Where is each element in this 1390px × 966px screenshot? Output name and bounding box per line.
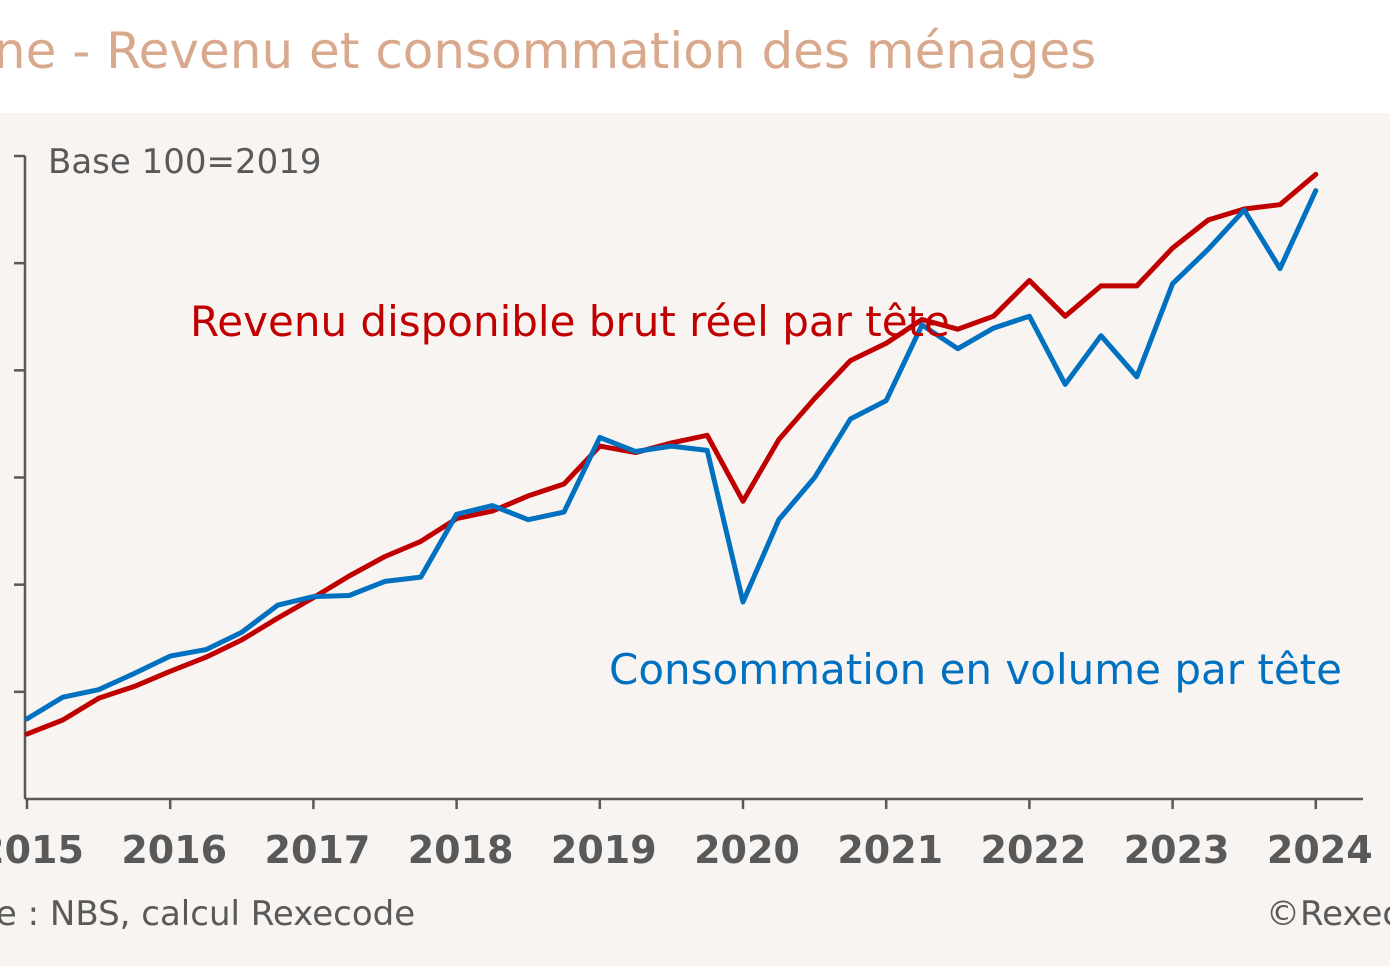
series-label-consommation: Consommation en volume par tête bbox=[609, 645, 1342, 694]
series-lines bbox=[24, 171, 1319, 737]
x-tick-label-2024: 2024 bbox=[1267, 828, 1373, 872]
x-tick-label-2022: 2022 bbox=[981, 828, 1087, 872]
x-tick-label-2015: 2015 bbox=[0, 828, 84, 872]
base-annotation: Base 100=2019 bbox=[48, 142, 322, 182]
x-tick-label-2018: 2018 bbox=[408, 828, 514, 872]
x-tick-label-2020: 2020 bbox=[694, 828, 800, 872]
plot-background bbox=[0, 113, 1390, 966]
x-tick-label-2016: 2016 bbox=[121, 828, 227, 872]
x-tick-label-2021: 2021 bbox=[837, 828, 943, 872]
x-tick-label-2019: 2019 bbox=[551, 828, 657, 872]
series-line-revenu bbox=[24, 171, 1319, 737]
series-line-consommation bbox=[24, 188, 1319, 722]
series-label-revenu: Revenu disponible brut réel par tête bbox=[190, 297, 950, 346]
x-tick-labels: 2015 2016 2017 2018 2019 2020 2021 2022 2023 2024 bbox=[0, 828, 1373, 872]
x-tick-label-2017: 2017 bbox=[265, 828, 371, 872]
source-note: rce : NBS, calcul Rexecode bbox=[0, 894, 416, 934]
copyright-note: ©Rexec bbox=[1266, 894, 1390, 934]
chart-title: ine - Revenu et consommation des ménages bbox=[0, 22, 1097, 80]
axes bbox=[14, 154, 1363, 809]
x-tick-label-2023: 2023 bbox=[1124, 828, 1230, 872]
